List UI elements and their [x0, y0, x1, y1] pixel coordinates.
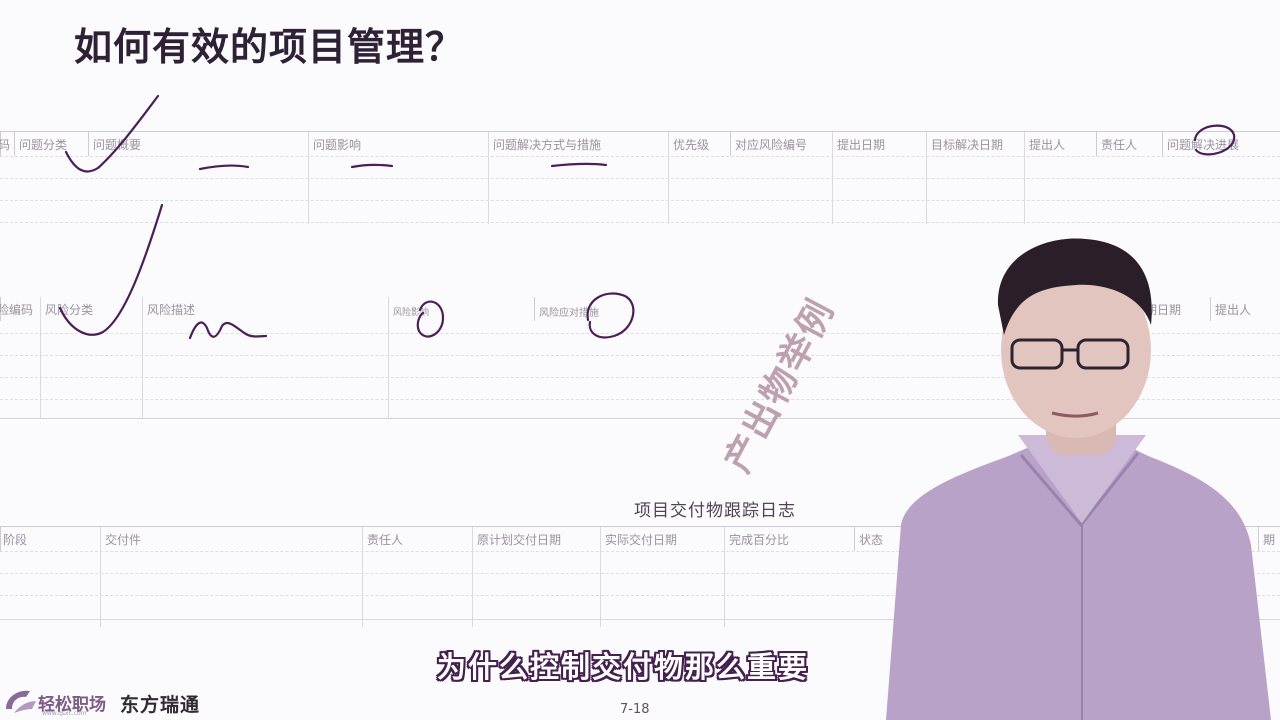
log-header-stage: 阶段: [3, 533, 28, 547]
issue-header-impact: 问题影响: [313, 138, 362, 152]
log-header-planned-date: 原计划交付日期: [477, 533, 562, 547]
slide-title: 如何有效的项目管理？: [74, 25, 465, 69]
risk-header-response: 风险应对措施: [539, 308, 599, 319]
log-header-date: 期: [1263, 533, 1276, 547]
issue-header-raised-date: 提出日期: [837, 138, 886, 152]
risk-header-category: 风险分类: [45, 303, 94, 317]
deliverable-log-title: 项目交付物跟踪日志: [634, 501, 796, 521]
video-subtitle: 为什么控制交付物那么重要: [437, 650, 810, 684]
issue-header-code: 码: [0, 138, 11, 152]
issue-header-category: 问题分类: [19, 138, 68, 152]
brand-logo-icon: [6, 690, 36, 713]
issue-header-resolution: 问题解决方式与措施: [493, 138, 602, 152]
issue-header-target-date: 目标解决日期: [931, 138, 1004, 152]
log-header-status: 状态: [859, 533, 884, 547]
log-header-deliverable: 交付件: [105, 533, 142, 547]
brand-logo-text: 轻松职场: [38, 695, 106, 715]
log-header-owner: 责任人: [367, 533, 404, 547]
risk-header-impact: 风险影响: [393, 308, 430, 318]
company-logo: 东方瑞通: [120, 694, 201, 716]
issue-header-raiser: 提出人: [1029, 138, 1066, 152]
deliverable-log-table: 阶段 交付件 责任人 原计划交付日期 实际交付日期 完成百分比 状态 期: [0, 526, 1280, 627]
page-number: 7-18: [620, 702, 650, 717]
log-header-actual-date: 实际交付日期: [605, 533, 678, 547]
issue-header-priority: 优先级: [673, 138, 710, 152]
risk-header-code: 险编码: [0, 303, 34, 317]
issue-header-owner: 责任人: [1101, 138, 1138, 152]
brand-logo-url: www.qsxc.com: [42, 710, 87, 717]
issue-header-summary: 问题概要: [93, 138, 142, 152]
risk-header-date: 期日期: [1145, 303, 1182, 317]
log-header-percent: 完成百分比: [729, 533, 790, 547]
issue-header-progress: 问题解决进展: [1167, 138, 1240, 152]
risk-header-raiser: 提出人: [1215, 303, 1252, 317]
risk-header-description: 风险描述: [147, 303, 196, 317]
issue-header-risk-id: 对应风险编号: [735, 138, 808, 152]
presenter-image: [886, 238, 1271, 720]
issue-table: 码 问题分类 问题概要 问题影响 问题解决方式与措施 优先级 对应风险编号 提出…: [0, 131, 1280, 224]
